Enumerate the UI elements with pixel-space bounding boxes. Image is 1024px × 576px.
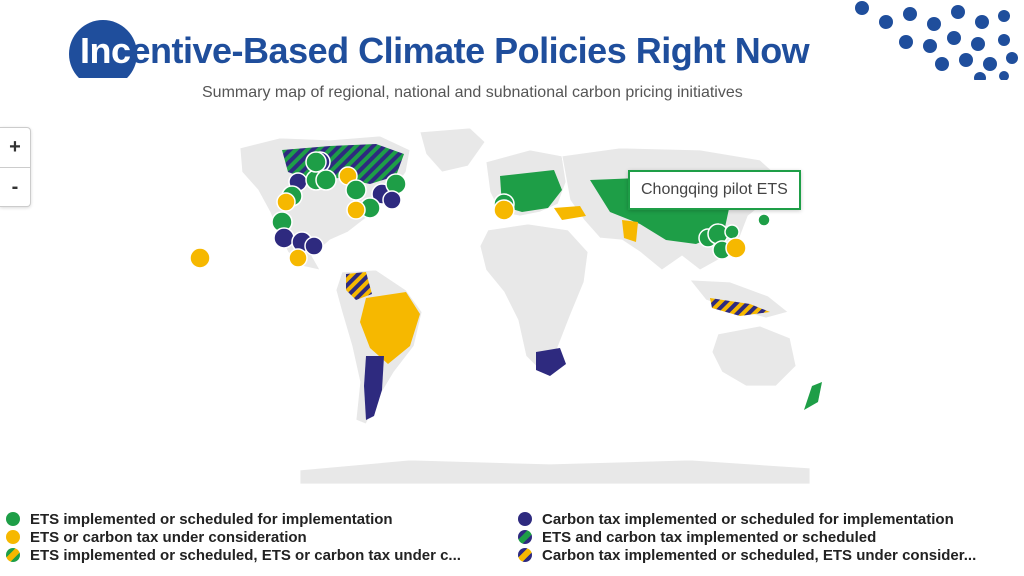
marker-cons (493, 199, 515, 221)
marker-tax (273, 227, 295, 249)
turkey-region (554, 206, 586, 220)
legend-item[interactable]: Carbon tax implemented or scheduled for … (518, 510, 976, 528)
marker-tax (304, 236, 324, 256)
legend-swatch-tax (518, 512, 532, 526)
legend-item[interactable]: ETS or carbon tax under consideration (6, 528, 461, 546)
legend-swatch-tax-consideration (518, 548, 532, 562)
europe-region (500, 170, 562, 212)
legend-item[interactable]: ETS implemented or scheduled, ETS or car… (6, 546, 461, 564)
legend-right: Carbon tax implemented or scheduled for … (518, 510, 976, 564)
page-subtitle: Summary map of regional, national and su… (202, 84, 743, 101)
marker-tax (382, 190, 402, 210)
argentina-region (364, 356, 384, 420)
legend-label: ETS implemented or scheduled, ETS or car… (30, 546, 461, 564)
marker-ets (757, 213, 771, 227)
title-highlight: Inc (80, 30, 131, 71)
legend-swatch-ets (6, 512, 20, 526)
legend-swatch-ets-consideration (6, 548, 20, 562)
legend-label: Carbon tax implemented or scheduled for … (542, 510, 954, 528)
legend-label: ETS implemented or scheduled for impleme… (30, 510, 393, 528)
map-markers (189, 151, 771, 269)
page-title: Incentive-Based Climate Policies Right N… (80, 30, 810, 72)
world-map[interactable] (170, 120, 870, 490)
legend-item[interactable]: Carbon tax implemented or scheduled, ETS… (518, 546, 976, 564)
new-zealand-region (804, 382, 822, 410)
decorative-dots (855, 1, 1018, 80)
marker-cons (346, 200, 366, 220)
marker-cons (276, 192, 296, 212)
brazil-region (360, 292, 420, 364)
title-logo-circle (69, 20, 137, 88)
legend-item[interactable]: ETS and carbon tax implemented or schedu… (518, 528, 976, 546)
legend-label: ETS or carbon tax under consideration (30, 528, 307, 546)
australia-land (711, 325, 797, 387)
marker-cons (189, 247, 211, 269)
legend-label: Carbon tax implemented or scheduled, ETS… (542, 546, 977, 564)
africa-land (479, 223, 589, 371)
indonesia-region (710, 298, 770, 316)
marker-cons (725, 237, 747, 259)
legend-label: ETS and carbon tax implemented or schedu… (542, 528, 877, 546)
marker-ets (315, 169, 337, 191)
marker-ets (345, 179, 367, 201)
legend-swatch-consideration (6, 530, 20, 544)
zoom-control: + - (0, 127, 31, 207)
legend-left: ETS implemented or scheduled for impleme… (6, 510, 461, 564)
title-underline-mask (60, 78, 180, 92)
zoom-out-button[interactable]: - (11, 176, 19, 198)
colombia-region (346, 272, 372, 300)
marker-ets (305, 151, 327, 173)
tooltip-pointer (714, 216, 726, 224)
zoom-in-button[interactable]: + (0, 128, 30, 168)
region-tooltip: Chongqing pilot ETS (628, 170, 801, 210)
south-africa-region (536, 348, 566, 376)
marker-ets (724, 224, 740, 240)
legend-item[interactable]: ETS implemented or scheduled for impleme… (6, 510, 461, 528)
antarctica-land (299, 459, 811, 485)
legend-swatch-ets-tax (518, 530, 532, 544)
greenland-land (419, 127, 486, 173)
marker-cons (288, 248, 308, 268)
pakistan-region (622, 220, 638, 242)
title-rest: entive-Based Climate Policies Right Now (130, 30, 810, 71)
